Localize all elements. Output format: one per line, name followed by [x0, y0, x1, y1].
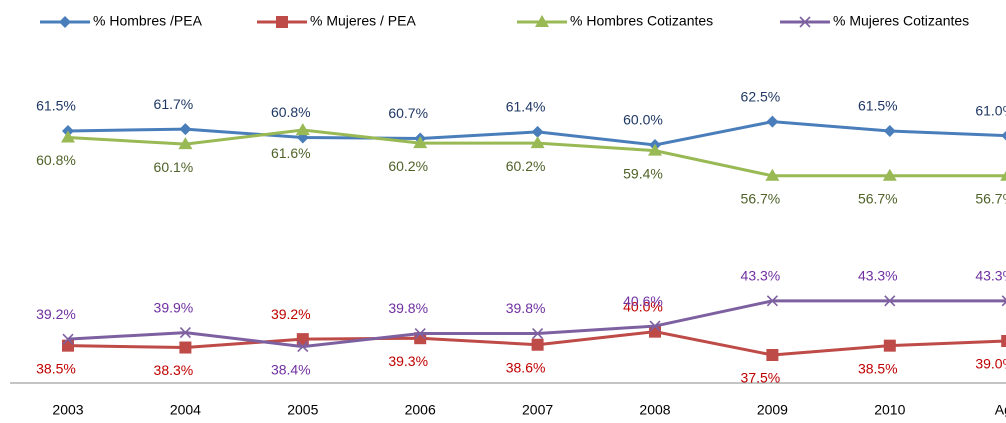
data-label: 39.3% — [388, 353, 428, 369]
legend-label: % Hombres /PEA — [93, 13, 203, 29]
data-label: 62.5% — [741, 88, 781, 104]
legend-label: % Hombres Cotizantes — [570, 13, 713, 29]
data-label: 60.8% — [36, 152, 76, 168]
point — [414, 327, 426, 340]
point — [766, 349, 779, 361]
point — [883, 339, 896, 352]
series: 60.8% 60.1% 61.6% 60.2% 60.2% 59.4% 56.7% 56.7%… — [36, 123, 1006, 207]
point — [62, 339, 74, 352]
data-label: 40.0% — [623, 298, 663, 314]
point — [882, 168, 897, 181]
point — [179, 341, 192, 354]
data-label: 39.2% — [271, 306, 311, 322]
point — [1001, 335, 1006, 347]
data-label: 37.5% — [741, 370, 781, 386]
point — [1001, 295, 1006, 307]
data-label: 60.2% — [388, 158, 428, 174]
data-label: 61.4% — [506, 99, 546, 115]
data-label: 60.7% — [388, 105, 428, 121]
x-tick-label: 2006 — [405, 402, 436, 418]
point — [61, 130, 75, 143]
data-label: 61.0% — [975, 102, 1006, 118]
x-tick-label: 2009 — [757, 402, 788, 418]
data-label: 60.1% — [154, 159, 194, 175]
series: 61.5% 61.7% 60.8% 60.7% 61.4% 60.0% 62.5% 61.5%… — [36, 88, 1006, 151]
point — [179, 123, 192, 136]
x-tick-label: 2008 — [639, 402, 670, 418]
data-label: 56.7% — [741, 191, 781, 207]
point — [179, 327, 191, 339]
point — [532, 327, 544, 340]
point — [296, 333, 309, 346]
point — [766, 295, 778, 307]
data-label: 38.3% — [154, 362, 194, 378]
data-label: 43.3% — [741, 268, 781, 284]
point — [1000, 170, 1006, 181]
data-label: 61.6% — [271, 145, 311, 161]
point — [648, 143, 662, 156]
point — [531, 125, 544, 138]
point — [799, 16, 811, 28]
point — [1001, 130, 1006, 141]
series: 39.2% 39.9% 38.4% 39.8% 39.8% 40.6% 43.3% 43.3%… — [36, 268, 1006, 377]
data-label: 39.9% — [154, 299, 194, 315]
data-label: 59.4% — [623, 165, 663, 181]
data-label: 61.5% — [36, 98, 76, 114]
data-label: 39.2% — [36, 306, 76, 322]
point — [530, 136, 545, 149]
data-label: 38.5% — [36, 360, 76, 376]
x-tick-label: 2004 — [170, 402, 201, 418]
data-label: 39.8% — [506, 300, 546, 316]
data-label: 39.0% — [975, 356, 1006, 372]
x-tick-label: 2003 — [52, 402, 83, 418]
data-label: 61.5% — [858, 98, 898, 114]
x-tick-label: Ago — [995, 402, 1006, 418]
point — [295, 123, 310, 136]
legend-label: % Mujeres Cotizantes — [833, 13, 969, 29]
data-label: 38.6% — [506, 359, 546, 375]
point — [884, 295, 896, 307]
point — [765, 168, 780, 181]
point — [531, 338, 544, 351]
data-label: 38.5% — [858, 360, 898, 376]
x-tick-label: 2005 — [287, 402, 318, 418]
data-label: 39.8% — [388, 300, 428, 316]
point — [62, 333, 74, 345]
point — [535, 15, 549, 27]
data-label: 60.8% — [271, 104, 311, 120]
point — [649, 320, 661, 332]
data-label: 56.7% — [975, 191, 1006, 207]
data-label: 38.4% — [271, 361, 311, 377]
point — [276, 16, 288, 28]
x-tick-label: 2007 — [522, 402, 553, 418]
data-label: 61.7% — [154, 96, 194, 112]
x-tick-label: 2010 — [874, 402, 905, 418]
legend-label: % Mujeres / PEA — [310, 13, 416, 29]
data-label: 60.0% — [623, 112, 663, 128]
point — [883, 125, 896, 137]
data-label: 40.6% — [623, 293, 663, 309]
data-label: 43.3% — [975, 268, 1006, 284]
point — [178, 137, 193, 150]
data-label: 60.2% — [506, 158, 546, 174]
point — [766, 115, 779, 128]
point — [413, 136, 428, 149]
data-label: 56.7% — [858, 191, 898, 207]
point — [297, 341, 309, 353]
data-label: 43.3% — [858, 268, 898, 284]
point — [59, 16, 71, 28]
